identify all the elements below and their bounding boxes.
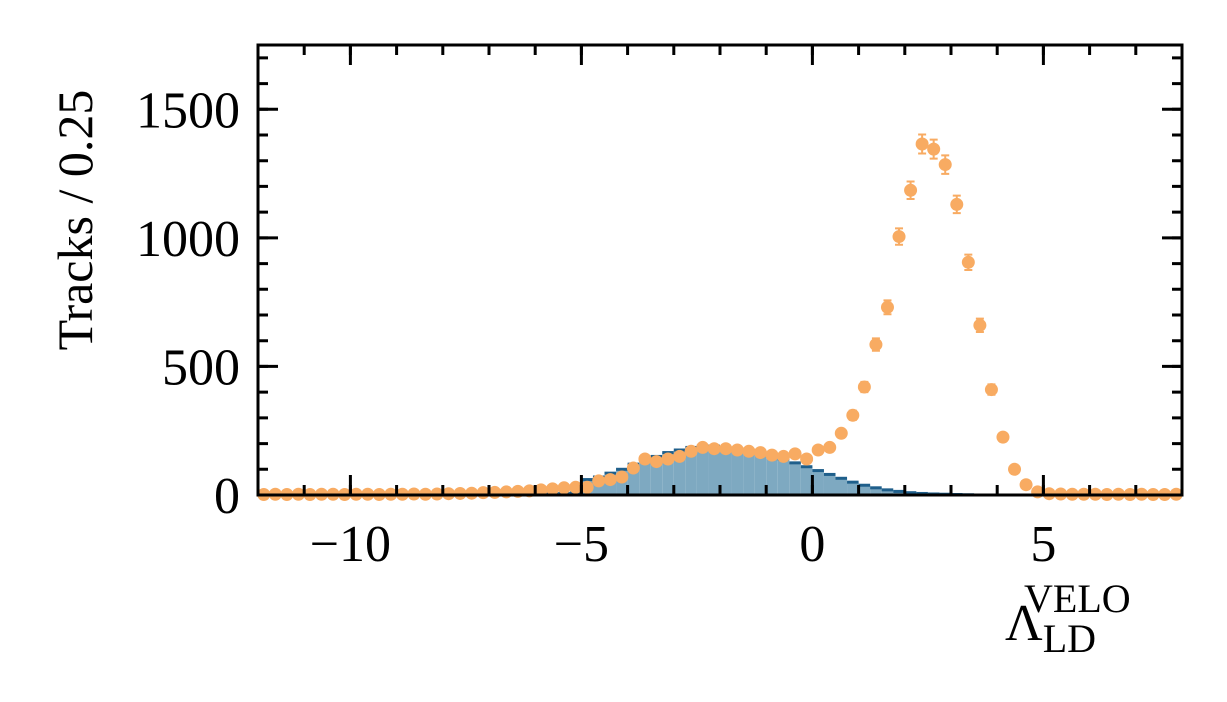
data-point (834, 426, 848, 440)
histogram-bar (673, 450, 686, 495)
x-tick-label: −5 (554, 516, 609, 573)
data-point (996, 430, 1010, 444)
histogram-bar (881, 489, 894, 495)
data-point (811, 443, 825, 457)
histogram-bar (639, 460, 651, 495)
data-point (661, 452, 675, 466)
data-point (915, 137, 929, 151)
data-point (569, 480, 583, 494)
histogram-bar (789, 462, 801, 495)
y-tick-label: 0 (214, 468, 240, 525)
histogram-bar (743, 451, 755, 495)
data-point (846, 408, 860, 422)
data-point (742, 444, 756, 458)
y-tick-label: 1000 (136, 211, 240, 268)
data-point (673, 449, 687, 463)
histogram-bar (696, 446, 709, 495)
data-point (684, 444, 698, 458)
histogram-bar (893, 491, 905, 495)
data-point (649, 455, 663, 469)
data-point (857, 380, 871, 394)
histogram-bar (823, 474, 836, 495)
data-point (800, 452, 814, 466)
histogram-bar (766, 456, 778, 495)
data-point (777, 449, 791, 463)
data-point (788, 447, 802, 461)
x-label-base: Λ (1005, 595, 1043, 652)
histogram-bar (777, 459, 790, 495)
x-label-sub: LD (1043, 616, 1096, 661)
data-point (696, 440, 710, 454)
data-point (880, 300, 894, 314)
histogram-bar (858, 485, 871, 495)
data-point (1008, 462, 1022, 476)
histogram-bar (812, 470, 824, 495)
x-axis-label: ΛLDVELO (1005, 576, 1131, 661)
data-point (719, 442, 733, 456)
data-point (592, 474, 606, 488)
data-point (1019, 478, 1033, 492)
histogram-bar (662, 452, 674, 495)
histogram-bar (650, 456, 663, 495)
data-point (892, 230, 906, 244)
data-point (730, 443, 744, 457)
histogram-bar (835, 478, 848, 495)
data-point (465, 486, 479, 500)
histogram-bar (800, 466, 813, 495)
data-point (904, 183, 918, 197)
data-point (961, 255, 975, 269)
data-point (927, 142, 941, 156)
histogram-bar (847, 482, 859, 495)
x-tick-label: −10 (310, 516, 391, 573)
y-axis-label: Tracks / 0.25 (47, 90, 103, 351)
data-point (603, 473, 617, 487)
data-point (534, 483, 548, 497)
data-point (707, 442, 721, 456)
data-point (973, 318, 987, 332)
histogram-bar (720, 447, 732, 495)
data-point (580, 480, 594, 494)
y-tick-label: 1500 (136, 82, 240, 139)
data-point (869, 338, 883, 352)
histogram-bar (870, 487, 882, 495)
histogram-bar (754, 453, 767, 495)
data-point (823, 440, 837, 454)
data-point (626, 461, 640, 475)
histogram-bar (708, 446, 720, 495)
data-point (984, 383, 998, 397)
data-point (557, 481, 571, 495)
x-tick-label: 0 (799, 516, 825, 573)
data-point (938, 158, 952, 172)
plot-frame (256, 43, 1184, 497)
histogram-bar (627, 464, 640, 495)
data-point (765, 448, 779, 462)
histogram-bar (731, 448, 744, 495)
y-tick-label: 500 (162, 339, 240, 396)
data-point (950, 197, 964, 211)
x-tick-label: 5 (1030, 516, 1056, 573)
data-point (753, 446, 767, 460)
histogram-bar (685, 447, 697, 495)
data-point (546, 482, 560, 496)
data-point (615, 470, 629, 484)
data-point (453, 486, 467, 500)
x-label-sup: VELO (1024, 576, 1131, 621)
data-point (638, 452, 652, 466)
